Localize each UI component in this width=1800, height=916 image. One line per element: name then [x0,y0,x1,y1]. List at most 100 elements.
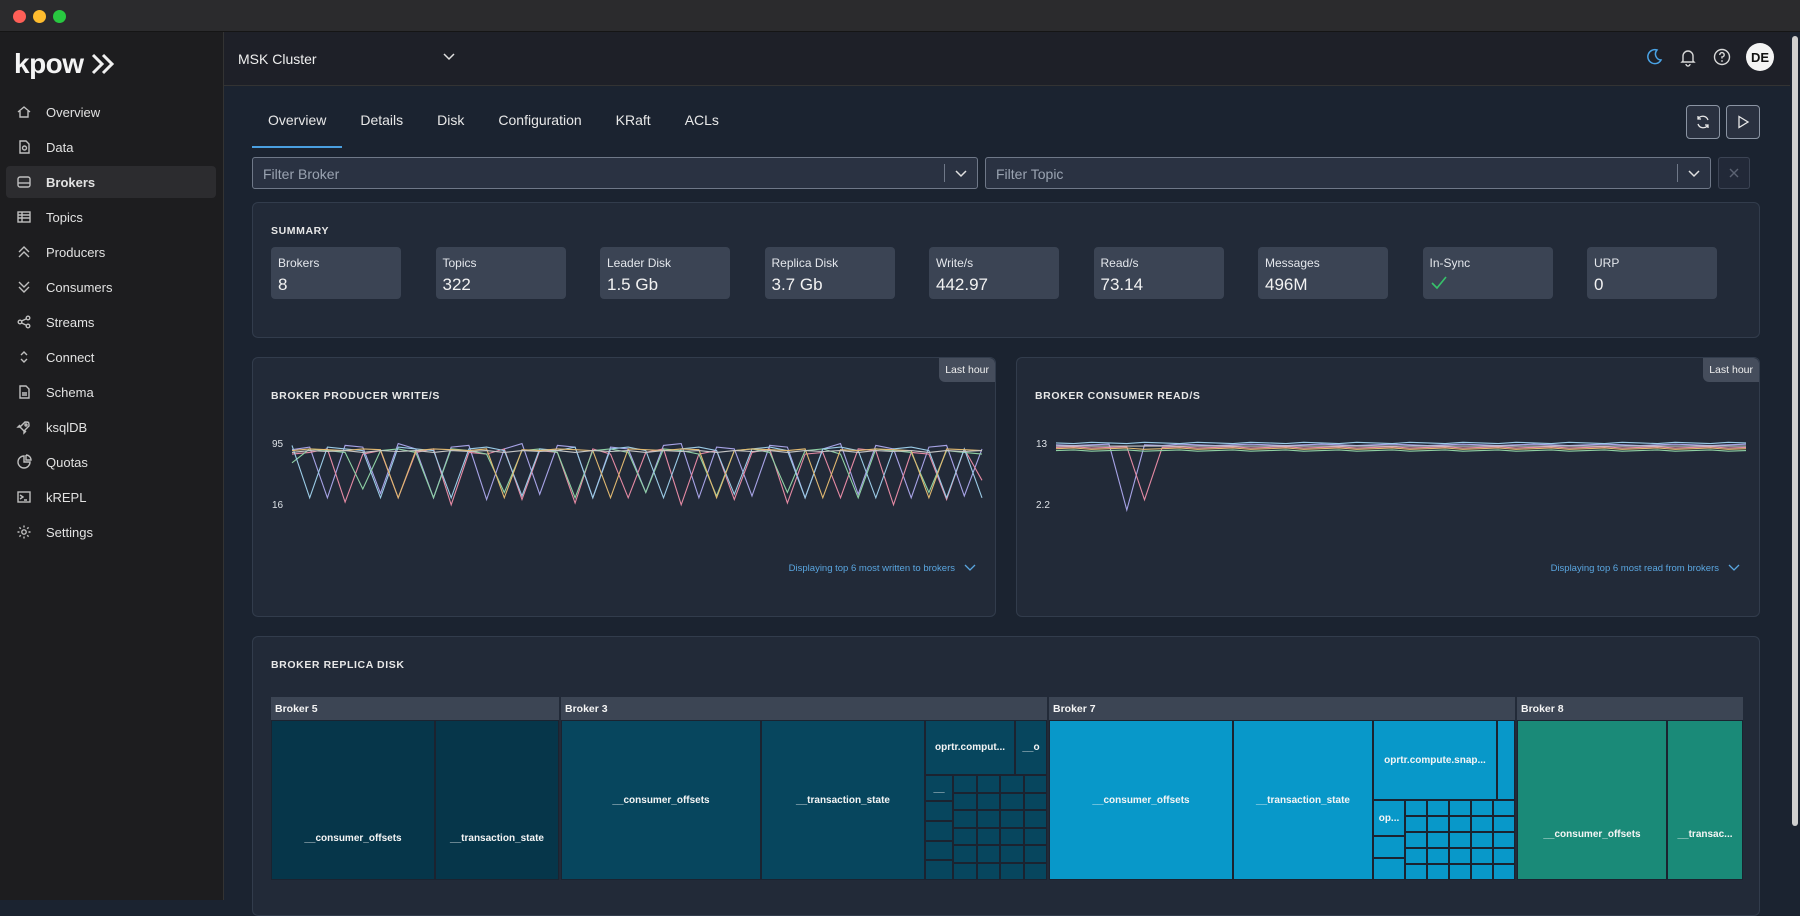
treemap-topic-cell[interactable]: oprtr.comput... [925,720,1015,775]
filter-broker-input[interactable]: Filter Broker [252,157,978,189]
clear-filters-button[interactable] [1718,157,1750,189]
refresh-button[interactable] [1686,105,1720,139]
help-icon[interactable] [1712,47,1732,67]
treemap-topic-cell[interactable] [1493,816,1515,832]
tab-details[interactable]: Details [360,112,404,128]
chevron-down-icon[interactable] [954,167,968,181]
treemap-topic-cell[interactable] [1000,792,1024,810]
sidebar-item-streams[interactable]: Streams [6,306,216,338]
treemap-topic-cell[interactable] [1405,848,1427,864]
time-range-badge[interactable]: Last hour [939,358,995,382]
treemap-topic-cell[interactable] [925,860,953,880]
treemap-topic-cell[interactable] [1471,848,1493,864]
tab-configuration[interactable]: Configuration [498,112,582,128]
tab-disk[interactable]: Disk [437,112,465,128]
treemap-topic-cell[interactable] [925,840,953,861]
sidebar-item-consumers[interactable]: Consumers [6,271,216,303]
chevron-down-icon[interactable] [963,562,977,574]
treemap-topic-cell[interactable]: __consumer_offsets [1049,720,1233,880]
maximize-window-button[interactable] [53,10,66,23]
treemap-topic-cell[interactable] [1000,810,1024,828]
treemap-topic-cell[interactable]: oprtr.compute.snap... [1373,720,1497,800]
treemap-topic-cell[interactable]: __transac... [1667,720,1743,880]
treemap-topic-cell[interactable] [1493,832,1515,848]
treemap-topic-cell[interactable] [976,775,1000,793]
treemap-topic-cell[interactable] [976,827,1000,845]
treemap-topic-cell[interactable]: __transaction_state [761,720,925,880]
treemap-topic-cell[interactable] [1023,862,1047,880]
treemap-topic-cell[interactable] [925,801,953,821]
treemap-topic-cell[interactable]: __consumer_offsets [561,720,761,880]
treemap-broker-header[interactable]: Broker 8 [1517,697,1743,720]
treemap-topic-cell[interactable] [1427,800,1449,816]
treemap-topic-cell[interactable] [1449,832,1471,848]
treemap-topic-cell[interactable]: __transaction_state [1233,720,1373,880]
treemap-topic-cell[interactable] [1427,848,1449,864]
sidebar-item-schema[interactable]: Schema [6,376,216,408]
treemap-topic-cell[interactable]: __o [1015,720,1047,775]
treemap-topic-cell[interactable] [976,792,1000,810]
treemap-broker-header[interactable]: Broker 7 [1049,697,1515,720]
treemap-topic-cell[interactable] [1497,720,1515,800]
treemap-topic-cell[interactable] [976,862,1000,880]
tab-kraft[interactable]: KRaft [615,112,651,128]
treemap-topic-cell[interactable] [953,845,977,863]
treemap-topic-cell[interactable] [1471,816,1493,832]
treemap-broker-header[interactable]: Broker 5 [271,697,559,720]
treemap-topic-cell[interactable] [1493,800,1515,816]
treemap-topic-cell[interactable] [1023,845,1047,863]
consumer-chart-footer[interactable]: Displaying top 6 most read from brokers [1550,563,1719,574]
tab-overview[interactable]: Overview [252,112,343,148]
treemap-topic-cell[interactable] [1493,864,1515,880]
sidebar-item-brokers[interactable]: Brokers [6,166,216,198]
treemap-topic-cell[interactable]: __ [925,775,953,801]
treemap-topic-cell[interactable] [1023,810,1047,828]
sidebar-item-topics[interactable]: Topics [6,201,216,233]
treemap-topic-cell[interactable]: __consumer_offsets [1517,720,1667,880]
treemap-topic-cell[interactable] [1427,832,1449,848]
bell-icon[interactable] [1678,47,1698,67]
treemap-topic-cell[interactable] [1427,864,1449,880]
time-range-badge[interactable]: Last hour [1703,358,1759,382]
treemap-topic-cell[interactable] [1000,845,1024,863]
treemap-topic-cell[interactable] [1405,832,1427,848]
sidebar-item-krepl[interactable]: kREPL [6,481,216,513]
treemap-topic-cell[interactable] [1449,864,1471,880]
treemap-topic-cell[interactable] [1023,775,1047,793]
sidebar-item-producers[interactable]: Producers [6,236,216,268]
close-window-button[interactable] [13,10,26,23]
treemap-topic-cell[interactable] [976,845,1000,863]
treemap-topic-cell[interactable] [953,827,977,845]
treemap-topic-cell[interactable]: __consumer_offsets [271,720,435,880]
minimize-window-button[interactable] [33,10,46,23]
treemap-broker-header[interactable]: Broker 3 [561,697,1047,720]
filter-topic-input[interactable]: Filter Topic [985,157,1711,189]
user-avatar[interactable]: DE [1746,43,1774,71]
treemap-topic-cell[interactable] [1373,858,1405,880]
treemap-topic-cell[interactable] [1471,800,1493,816]
sidebar-item-ksqldb[interactable]: ksqlDB [6,411,216,443]
treemap-topic-cell[interactable] [1405,864,1427,880]
treemap-topic-cell[interactable] [953,862,977,880]
treemap-topic-cell[interactable]: __transaction_state [435,720,559,880]
producer-chart-footer[interactable]: Displaying top 6 most written to brokers [788,563,955,574]
chevron-down-icon[interactable] [442,50,456,64]
treemap-topic-cell[interactable] [1023,827,1047,845]
sidebar-item-data[interactable]: Data [6,131,216,163]
treemap-topic-cell[interactable] [1449,816,1471,832]
treemap-topic-cell[interactable] [925,820,953,841]
sidebar-item-quotas[interactable]: Quotas [6,446,216,478]
treemap-topic-cell[interactable] [1405,800,1427,816]
tab-acls[interactable]: ACLs [684,112,719,128]
sidebar-item-connect[interactable]: Connect [6,341,216,373]
sidebar-item-overview[interactable]: Overview [6,96,216,128]
chevron-down-icon[interactable] [1687,167,1701,181]
treemap-topic-cell[interactable] [1023,792,1047,810]
scrollbar-thumb[interactable] [1792,36,1798,826]
chevron-down-icon[interactable] [1727,562,1741,574]
treemap-topic-cell[interactable]: op... [1373,800,1405,836]
treemap-topic-cell[interactable] [1471,832,1493,848]
treemap-topic-cell[interactable] [1000,827,1024,845]
treemap-topic-cell[interactable] [953,810,977,828]
treemap-topic-cell[interactable] [976,810,1000,828]
